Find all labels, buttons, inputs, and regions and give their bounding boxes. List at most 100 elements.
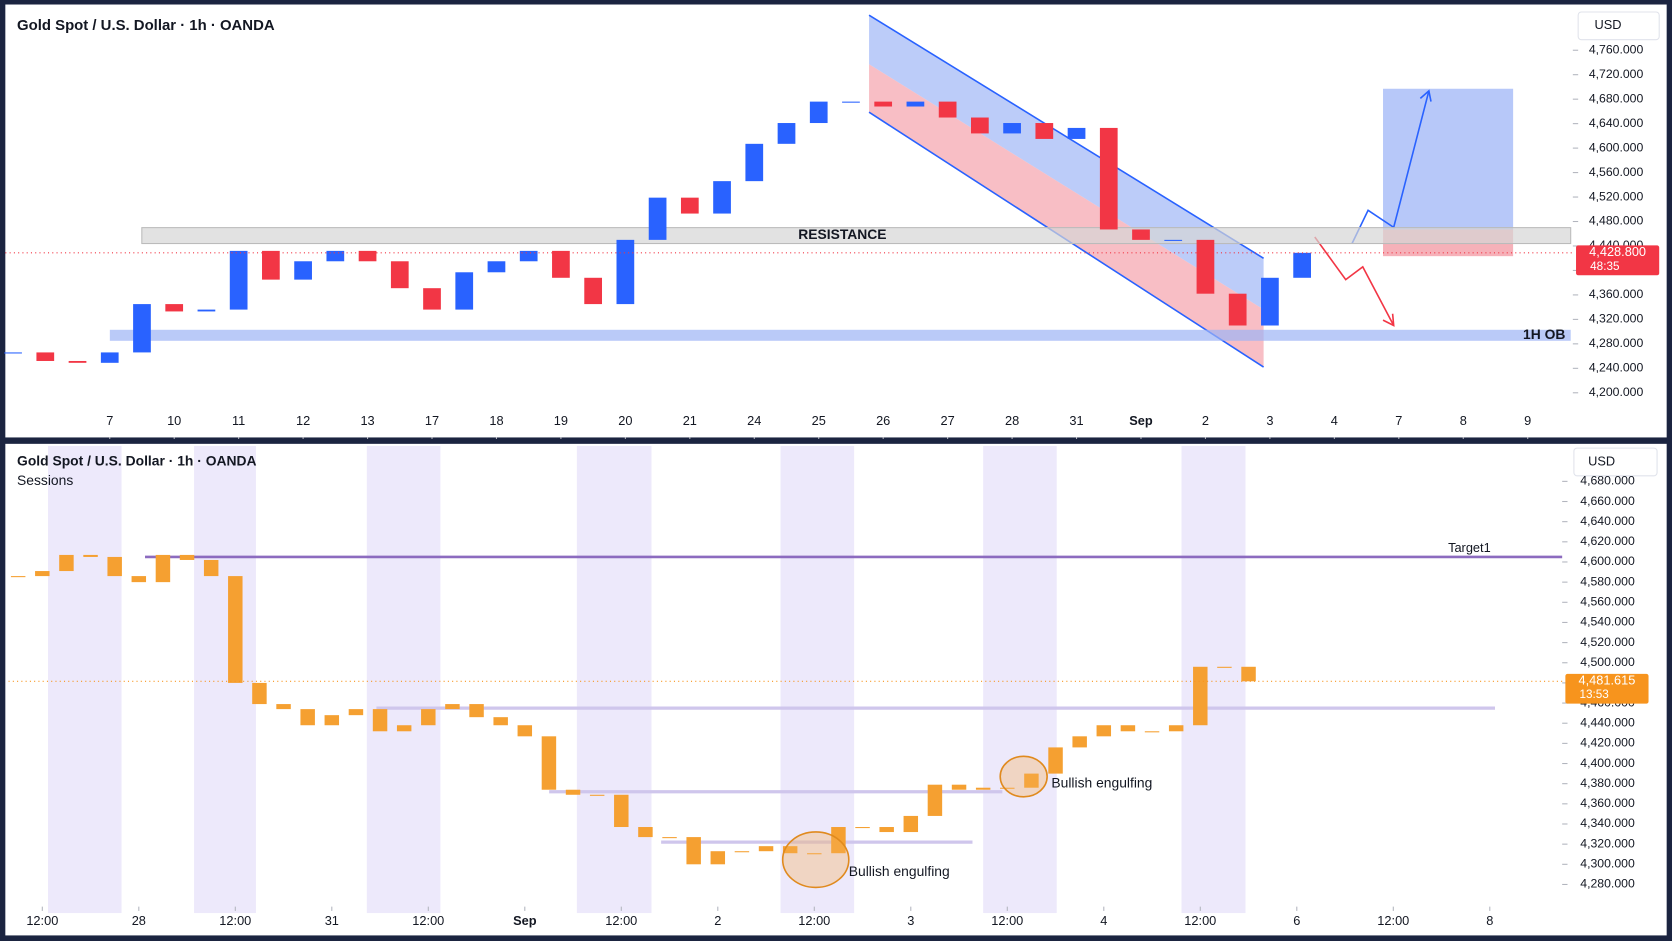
candle (455, 272, 474, 310)
candle (519, 250, 538, 262)
y-tick-label: 4,540.000 (1580, 615, 1635, 629)
candle (131, 576, 147, 583)
candle (1196, 239, 1215, 294)
x-tick-label: 4 (1100, 913, 1107, 928)
y-tick-label: 4,680.000 (1580, 474, 1635, 488)
candle (423, 288, 441, 310)
candle (276, 704, 291, 710)
currency: USD (1588, 453, 1615, 468)
candle (83, 554, 98, 557)
y-tick-label: 4,760.000 (1589, 42, 1644, 56)
candle (229, 250, 248, 310)
candle (1003, 123, 1021, 134)
candle (100, 352, 119, 363)
countdown: 13:53 (1579, 688, 1608, 701)
x-tick-label: 19 (554, 413, 568, 428)
candle (1024, 773, 1039, 788)
candle (938, 101, 957, 118)
candle (874, 101, 893, 107)
candle (197, 309, 216, 312)
chart-subtitle: Sessions (17, 472, 73, 488)
y-tick-label: 4,600.000 (1580, 554, 1635, 568)
candle (951, 784, 967, 790)
candle (155, 554, 171, 583)
candle (971, 117, 989, 134)
candle (1000, 787, 1015, 789)
candle (1217, 666, 1232, 668)
candle (1035, 123, 1054, 139)
candle (262, 250, 280, 280)
candle (165, 304, 184, 312)
candle (252, 682, 267, 705)
candle (1048, 747, 1063, 774)
y-tick-label: 4,400.000 (1580, 756, 1635, 770)
candle (445, 704, 460, 710)
channel-lower (869, 64, 1264, 368)
x-tick-label: 6 (1293, 913, 1300, 928)
x-tick-label: 12:00 (798, 913, 830, 928)
candle (1120, 725, 1136, 732)
candle (1096, 725, 1112, 737)
x-tick-label: 12:00 (219, 913, 251, 928)
candle (565, 789, 581, 795)
annotation: Bullish engulfing (1051, 775, 1152, 791)
level-label: Target1 (1448, 540, 1491, 555)
x-tick-label: 12:00 (26, 913, 58, 928)
candle (348, 709, 364, 716)
candle (662, 837, 677, 839)
candle (1261, 277, 1279, 326)
candle (68, 360, 87, 363)
candle (842, 101, 860, 103)
x-tick-label: 10 (167, 413, 181, 428)
candle (807, 853, 822, 855)
y-tick-label: 4,720.000 (1589, 67, 1644, 81)
candle (758, 846, 774, 852)
candle (879, 827, 894, 833)
y-tick-label: 4,480.000 (1589, 214, 1644, 228)
candle (517, 725, 533, 737)
candle (927, 784, 943, 816)
candle (745, 143, 764, 182)
highlight-circle (999, 755, 1048, 798)
y-tick-label: 4,380.000 (1580, 776, 1635, 790)
candle (1293, 252, 1311, 278)
session-band (983, 445, 1057, 914)
candle (906, 101, 925, 107)
annotation: Bullish engulfing (849, 863, 950, 879)
candle (390, 261, 409, 289)
candle (710, 851, 726, 865)
y-tick-label: 4,640.000 (1589, 116, 1644, 130)
x-tick-label: 28 (132, 913, 146, 928)
candle (584, 277, 603, 305)
candle (59, 554, 74, 572)
y-tick-label: 4,520.000 (1580, 635, 1635, 649)
y-tick-label: 4,500.000 (1580, 655, 1635, 669)
projection-down (1314, 236, 1395, 326)
x-tick-label: 11 (232, 413, 245, 428)
x-tick-label: 12:00 (412, 913, 444, 928)
x-tick-label: 31 (325, 913, 339, 928)
candle (107, 556, 122, 577)
price-box (1565, 673, 1649, 704)
price-text: 4,428.800 (1589, 244, 1646, 259)
x-tick-label: 17 (425, 413, 439, 428)
x-tick-label: 18 (489, 413, 503, 428)
y-tick-label: 4,560.000 (1580, 595, 1635, 609)
x-tick-label: 4 (1331, 413, 1338, 428)
candle (469, 704, 484, 718)
candle (326, 250, 345, 262)
y-tick-label: 4,280.000 (1589, 336, 1644, 350)
arrow-head (1419, 89, 1432, 102)
projection-up (1351, 90, 1430, 244)
candle (228, 576, 243, 683)
x-tick-label: 26 (876, 413, 890, 428)
y-tick-label: 4,200.000 (1589, 385, 1644, 399)
y-tick-label: 4,520.000 (1589, 189, 1644, 203)
y-tick-label: 4,420.000 (1580, 736, 1635, 750)
candle (35, 571, 50, 577)
candle (4, 352, 22, 354)
x-tick-label: 20 (618, 413, 632, 428)
x-tick-label: 9 (1524, 413, 1531, 428)
x-tick-label: 21 (683, 413, 697, 428)
candle (421, 709, 436, 726)
